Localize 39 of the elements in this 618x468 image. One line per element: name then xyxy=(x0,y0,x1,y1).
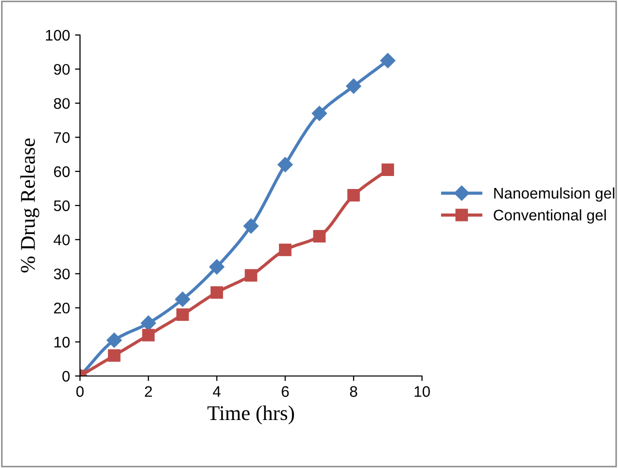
y-axis-title: % Drug Release xyxy=(20,138,40,272)
point xyxy=(313,230,326,242)
y-tick-label: 10 xyxy=(54,336,70,348)
y-tick-label: 80 xyxy=(54,98,70,109)
point xyxy=(312,106,327,121)
point xyxy=(244,269,258,282)
y-tick-label: 60 xyxy=(54,166,70,178)
point xyxy=(382,163,394,176)
x-tick-label: 10 xyxy=(414,386,430,397)
point xyxy=(210,286,224,299)
y-tick-label: 100 xyxy=(46,30,70,41)
point xyxy=(346,78,362,94)
y-tick-label: 40 xyxy=(54,234,70,246)
x-tick-label: 0 xyxy=(76,386,84,397)
point xyxy=(347,189,360,202)
point xyxy=(380,53,396,68)
x-tick-label: 8 xyxy=(350,386,358,397)
x-tick-label: 2 xyxy=(144,386,152,397)
point xyxy=(243,218,259,234)
legend-label: Conventional gel xyxy=(494,209,606,224)
y-tick-label: 90 xyxy=(54,64,70,75)
x-tick-label: 6 xyxy=(282,386,289,397)
legend-label: Nanoemulsion gel xyxy=(494,187,614,202)
point xyxy=(176,308,189,321)
point xyxy=(108,349,120,362)
y-tick-label: 30 xyxy=(54,268,70,280)
point xyxy=(209,259,224,274)
point xyxy=(278,244,292,256)
point xyxy=(175,292,190,307)
y-tick-label: 0 xyxy=(62,370,70,382)
point xyxy=(140,316,156,331)
x-tick-label: 4 xyxy=(212,386,221,397)
point xyxy=(106,332,122,348)
y-tick-label: 50 xyxy=(54,200,70,212)
point xyxy=(142,328,155,342)
y-tick-label: 70 xyxy=(54,132,70,143)
x-axis-title: Time (hrs) xyxy=(207,406,294,424)
point xyxy=(278,157,293,172)
y-tick-label: 20 xyxy=(54,302,70,314)
